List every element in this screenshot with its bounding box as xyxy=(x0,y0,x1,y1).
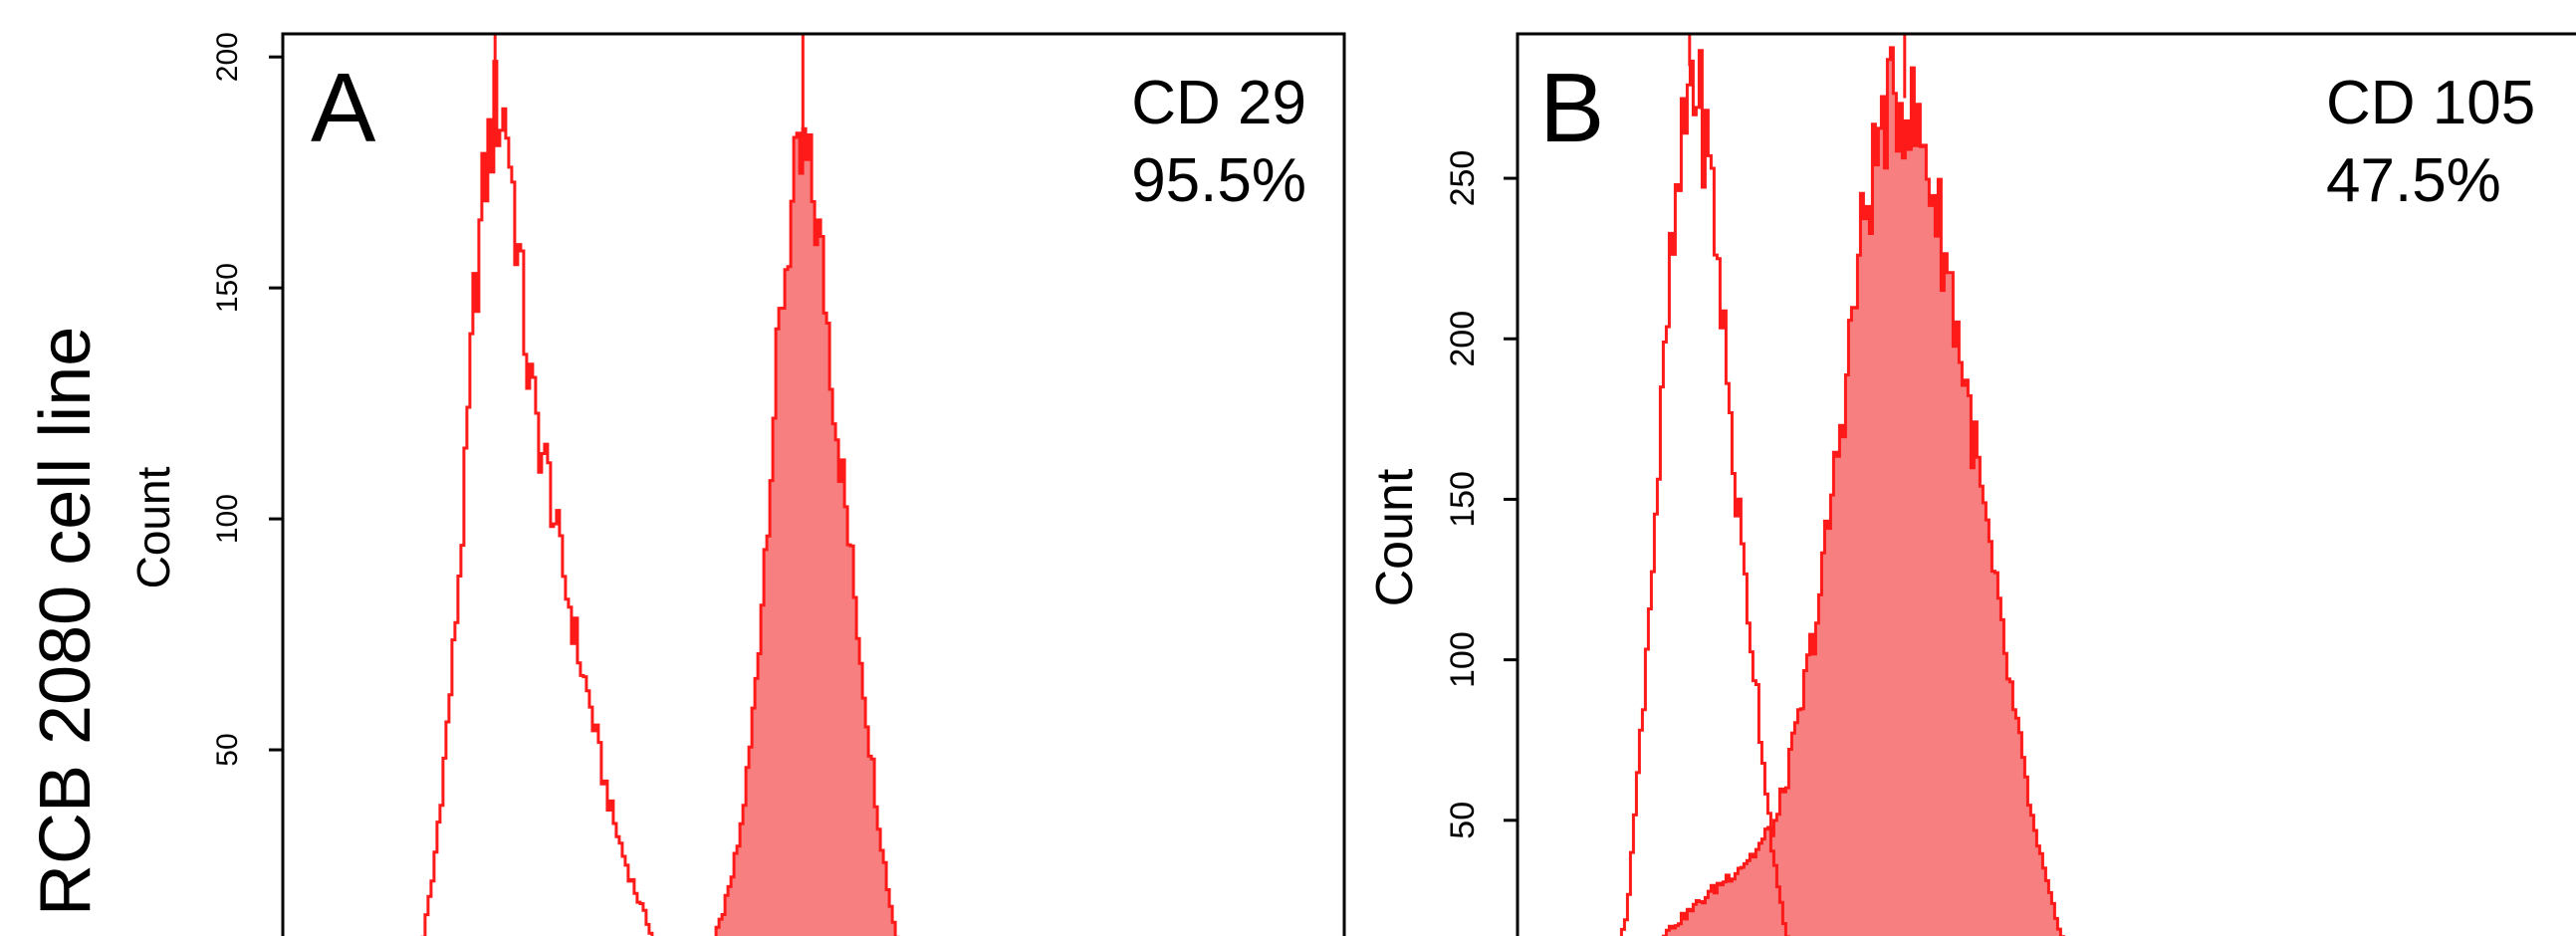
panel-a-ytick-label: 100 xyxy=(211,494,244,544)
panel-b-ytick-label: 100 xyxy=(1444,631,1482,688)
panel-b-yticks: 50 100 150 200 250 xyxy=(1444,150,1518,839)
panel-b-ytick-label: 200 xyxy=(1444,311,1482,367)
panel-a-marker-name: CD 29 xyxy=(1131,69,1306,137)
panel-b-marker-name: CD 105 xyxy=(2326,69,2535,137)
panel-b: Count 50 100 150 200 250 B CD 105 47.5% xyxy=(1366,32,2576,936)
panel-b-marker-percent: 47.5% xyxy=(2326,146,2501,215)
panel-b-histogram-marker xyxy=(1661,46,2065,936)
panel-b-ytick-label: 150 xyxy=(1444,471,1482,528)
panel-a-letter: A xyxy=(311,53,376,162)
panel-b-ytick-label: 250 xyxy=(1444,150,1482,207)
panel-b-ytick-label: 50 xyxy=(1444,802,1482,839)
panel-a-ytick-label: 50 xyxy=(211,733,244,766)
panel-a-ytick-label: 150 xyxy=(211,263,244,313)
panel-a-histogram-marker xyxy=(714,126,900,936)
panel-a: Count 50 100 150 200 A CD 29 95.5% xyxy=(127,32,1346,936)
panel-a-frame xyxy=(281,32,1346,936)
panel-a-yticks: 50 100 150 200 xyxy=(211,32,283,767)
panel-b-histogram-control xyxy=(1619,49,1790,936)
row-label: RCB 2080 cell line xyxy=(26,327,106,916)
panel-b-letter: B xyxy=(1539,53,1604,162)
panel-a-histogram-control xyxy=(420,60,654,936)
panel-a-marker-percent: 95.5% xyxy=(1131,146,1306,215)
panel-b-plot xyxy=(1619,34,2065,936)
panel-a-ytick-label: 200 xyxy=(211,32,244,82)
panel-a-ylabel: Count xyxy=(127,466,179,588)
panel-b-frame xyxy=(1516,32,2576,936)
panel-a-plot xyxy=(420,34,900,936)
panel-b-ylabel: Count xyxy=(1366,468,1424,606)
